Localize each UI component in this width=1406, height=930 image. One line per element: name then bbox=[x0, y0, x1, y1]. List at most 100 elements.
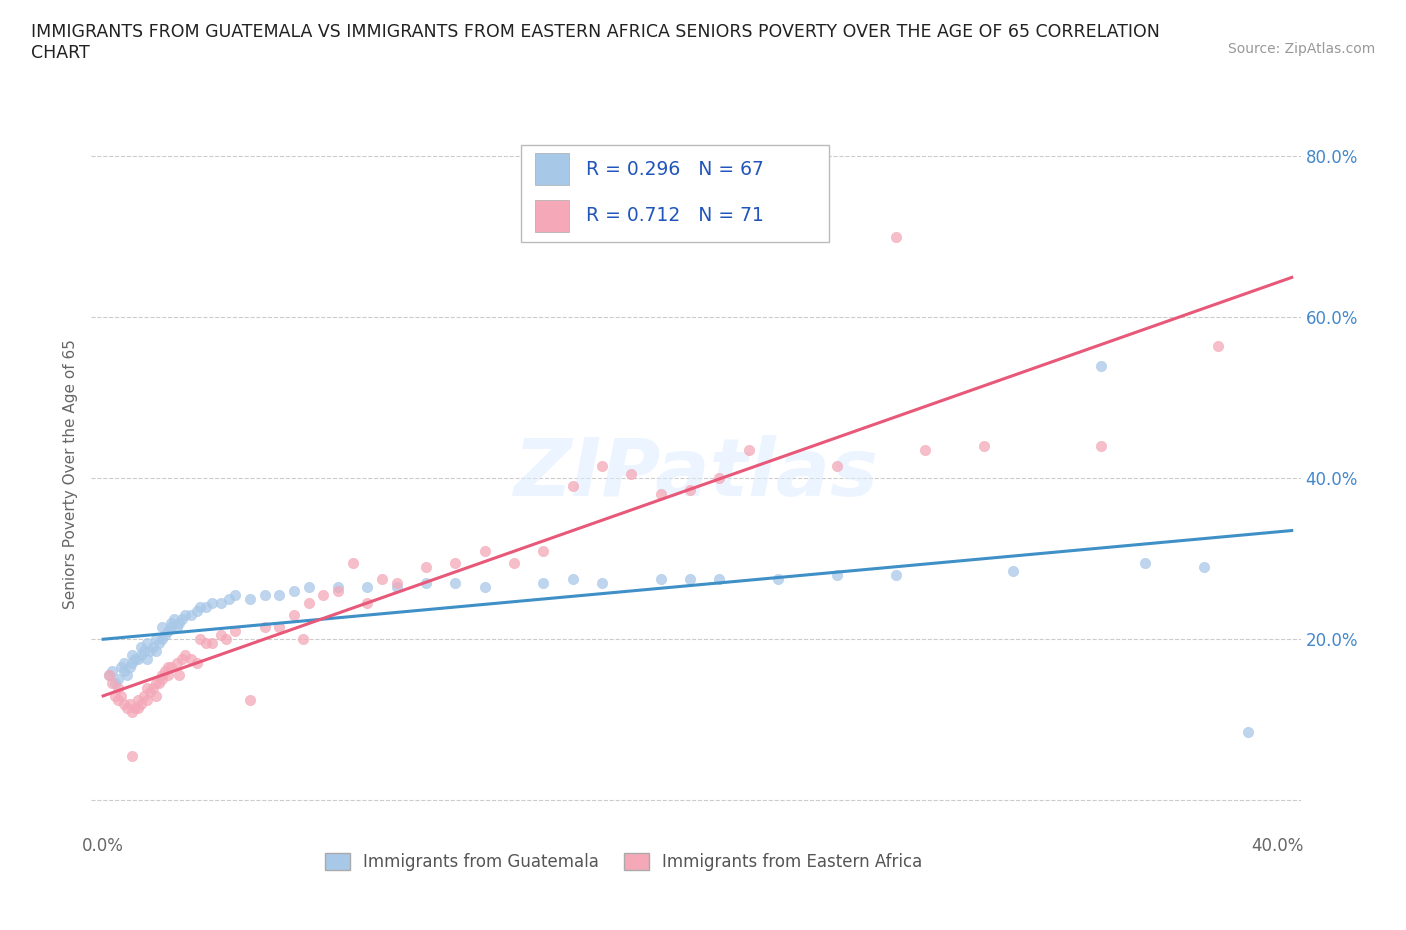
Point bbox=[174, 648, 197, 663]
Point bbox=[194, 600, 217, 615]
Point bbox=[283, 583, 305, 598]
Point bbox=[218, 591, 240, 606]
Point bbox=[385, 576, 408, 591]
Point bbox=[142, 640, 165, 655]
Point bbox=[914, 443, 936, 458]
Point bbox=[503, 555, 526, 570]
Point bbox=[239, 692, 262, 707]
Point bbox=[561, 479, 583, 494]
Point bbox=[356, 579, 378, 594]
Point bbox=[194, 636, 217, 651]
Point bbox=[253, 619, 276, 634]
Point bbox=[145, 631, 167, 646]
Text: R = 0.296   N = 67: R = 0.296 N = 67 bbox=[586, 160, 763, 179]
Point bbox=[444, 576, 467, 591]
Point bbox=[110, 660, 132, 675]
Point bbox=[591, 576, 613, 591]
Point bbox=[134, 688, 156, 703]
Point bbox=[650, 571, 672, 586]
Point bbox=[474, 543, 496, 558]
Point bbox=[1090, 439, 1112, 454]
Point bbox=[162, 612, 184, 627]
Point bbox=[224, 624, 246, 639]
FancyBboxPatch shape bbox=[520, 145, 830, 242]
Point bbox=[884, 567, 907, 582]
Point bbox=[415, 576, 437, 591]
Point bbox=[134, 644, 156, 658]
Point bbox=[142, 680, 165, 695]
Point bbox=[112, 664, 135, 679]
Point bbox=[201, 636, 224, 651]
Legend: Immigrants from Guatemala, Immigrants from Eastern Africa: Immigrants from Guatemala, Immigrants fr… bbox=[318, 846, 929, 878]
Point bbox=[98, 668, 121, 683]
Text: IMMIGRANTS FROM GUATEMALA VS IMMIGRANTS FROM EASTERN AFRICA SENIORS POVERTY OVER: IMMIGRANTS FROM GUATEMALA VS IMMIGRANTS … bbox=[31, 23, 1160, 62]
Text: ZIPatlas: ZIPatlas bbox=[513, 435, 879, 513]
Y-axis label: Seniors Poverty Over the Age of 65: Seniors Poverty Over the Age of 65 bbox=[62, 339, 77, 609]
Point bbox=[650, 487, 672, 502]
Point bbox=[174, 607, 197, 622]
Bar bbox=[536, 200, 569, 232]
Point bbox=[136, 692, 159, 707]
Point bbox=[444, 555, 467, 570]
Point bbox=[153, 664, 176, 679]
Point bbox=[124, 652, 146, 667]
Point bbox=[561, 571, 583, 586]
Point bbox=[121, 656, 143, 671]
Point bbox=[101, 664, 124, 679]
Point bbox=[884, 230, 907, 245]
Point bbox=[342, 555, 364, 570]
Point bbox=[139, 684, 162, 699]
Point bbox=[326, 583, 349, 598]
Point bbox=[104, 676, 127, 691]
Point bbox=[107, 680, 129, 695]
Point bbox=[148, 676, 170, 691]
Point bbox=[709, 571, 731, 586]
Point bbox=[180, 607, 202, 622]
Point bbox=[156, 624, 179, 639]
Point bbox=[253, 588, 276, 603]
Point bbox=[825, 458, 848, 473]
Point bbox=[136, 680, 159, 695]
Point bbox=[326, 579, 349, 594]
Point bbox=[371, 571, 394, 586]
Point bbox=[269, 619, 291, 634]
Point bbox=[474, 579, 496, 594]
Point bbox=[356, 595, 378, 610]
Point bbox=[297, 579, 319, 594]
Point bbox=[531, 576, 554, 591]
Point bbox=[1236, 724, 1258, 739]
Point bbox=[159, 616, 181, 631]
Point bbox=[107, 672, 129, 687]
Point bbox=[679, 483, 702, 498]
Point bbox=[159, 660, 181, 675]
Point bbox=[766, 571, 789, 586]
Point bbox=[115, 668, 138, 683]
Point bbox=[738, 443, 761, 458]
Point bbox=[150, 631, 173, 646]
Point bbox=[1192, 559, 1215, 574]
Point bbox=[121, 704, 143, 719]
Point bbox=[312, 588, 335, 603]
Point bbox=[150, 619, 173, 634]
Point bbox=[1208, 339, 1230, 353]
Text: R = 0.712   N = 71: R = 0.712 N = 71 bbox=[586, 206, 763, 225]
Point bbox=[215, 631, 238, 646]
Point bbox=[201, 595, 224, 610]
Point bbox=[153, 628, 176, 643]
Point bbox=[129, 697, 152, 711]
Point bbox=[172, 652, 194, 667]
Point bbox=[136, 652, 159, 667]
Point bbox=[169, 616, 191, 631]
Point bbox=[188, 600, 211, 615]
Point bbox=[1133, 555, 1156, 570]
Point bbox=[156, 668, 179, 683]
Point bbox=[186, 604, 208, 618]
Point bbox=[209, 628, 232, 643]
Bar bbox=[536, 153, 569, 185]
Point bbox=[679, 571, 702, 586]
Point bbox=[1001, 564, 1024, 578]
Point bbox=[145, 644, 167, 658]
Point bbox=[127, 652, 149, 667]
Point bbox=[127, 692, 149, 707]
Point bbox=[591, 458, 613, 473]
